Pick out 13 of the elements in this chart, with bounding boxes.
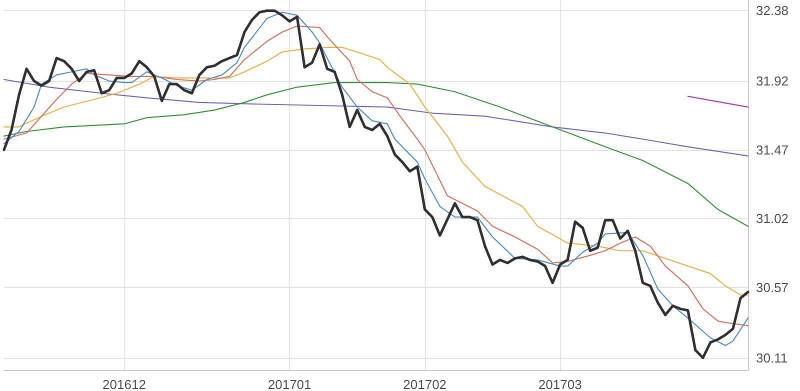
x-tick-label: 201703: [538, 377, 582, 391]
x-tick-label: 201701: [268, 377, 312, 391]
line-series: [3, 78, 749, 156]
line-series: [3, 82, 749, 227]
x-tick-label: 201612: [102, 377, 146, 391]
y-tick-label: 32.38: [756, 3, 789, 18]
x-tick-label: 201702: [403, 377, 447, 391]
y-tick-label: 31.02: [756, 211, 789, 226]
y-tick-label: 31.47: [756, 142, 789, 158]
y-tick-label: 30.11: [756, 350, 788, 366]
y-tick-label: 30.57: [756, 280, 789, 295]
y-tick-label: 31.92: [756, 74, 789, 89]
line-series: [3, 46, 749, 296]
